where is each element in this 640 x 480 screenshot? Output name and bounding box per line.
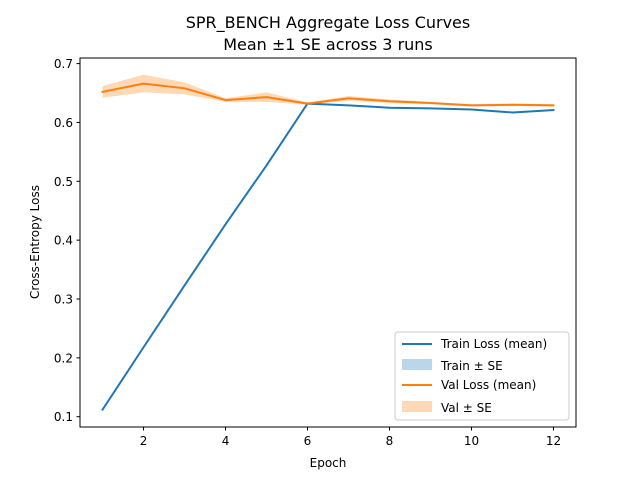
y-tick-label: 0.3 — [54, 292, 73, 306]
legend-train-band-label: Train ± SE — [440, 359, 503, 373]
se-bands — [102, 74, 554, 410]
x-tick-label: 10 — [464, 434, 479, 448]
x-tick-label: 2 — [140, 434, 148, 448]
legend: Train Loss (mean) Train ± SE Val Loss (m… — [394, 331, 570, 421]
y-tick-label: 0.5 — [54, 175, 73, 189]
val-loss-line — [101, 82, 555, 107]
y-axis-label: Cross-Entropy Loss — [28, 185, 42, 299]
x-tick-label: 6 — [304, 434, 312, 448]
y-tick-label: 0.4 — [54, 234, 73, 248]
y-tick-label: 0.2 — [54, 351, 73, 365]
legend-box — [394, 331, 570, 421]
x-tick-label: 8 — [386, 434, 394, 448]
legend-val-line-label: Val Loss (mean) — [441, 378, 536, 392]
train-loss-line — [101, 102, 555, 412]
plot-area-frame — [79, 57, 577, 428]
x-axis-ticks: 2 4 6 8 10 12 — [140, 427, 561, 448]
legend-train-line-label: Train Loss (mean) — [440, 337, 547, 351]
x-tick-label: 12 — [546, 434, 561, 448]
y-tick-label: 0.1 — [54, 410, 73, 424]
legend-val-band-label: Val ± SE — [441, 401, 492, 415]
x-tick-label: 4 — [222, 434, 230, 448]
legend-val-band-swatch — [402, 401, 432, 412]
y-tick-label: 0.7 — [54, 57, 73, 71]
chart-subtitle: Mean ±1 SE across 3 runs — [223, 35, 433, 54]
y-axis-ticks: 0.1 0.2 0.3 0.4 0.5 0.6 0.7 — [54, 57, 80, 424]
x-axis-label: Epoch — [310, 456, 347, 470]
legend-train-band-swatch — [402, 359, 432, 370]
chart-title: SPR_BENCH Aggregate Loss Curves — [186, 13, 470, 33]
series-lines — [101, 82, 555, 412]
y-tick-label: 0.6 — [54, 116, 73, 130]
val-se-band — [102, 74, 554, 107]
